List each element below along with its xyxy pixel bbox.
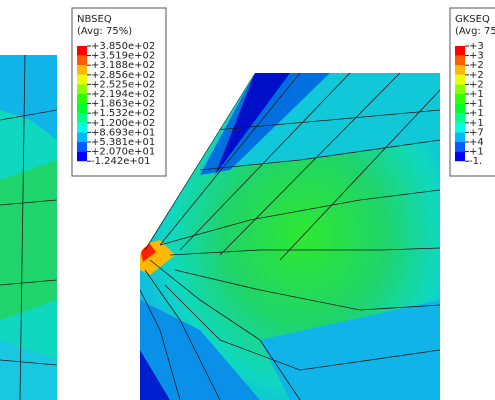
legend-label: +3 — [469, 51, 484, 62]
color-band — [77, 142, 87, 152]
legend-label: +1.863e+02 — [91, 99, 155, 110]
legend-label: +3.519e+02 — [91, 51, 155, 62]
legend-label: +1 — [469, 89, 484, 100]
color-band — [77, 132, 87, 142]
color-band — [455, 46, 465, 56]
color-band — [77, 46, 87, 56]
color-band — [77, 55, 87, 66]
color-band — [77, 84, 87, 94]
color-band — [455, 84, 465, 94]
color-band — [455, 122, 465, 133]
legend-title: NBSEQ — [77, 14, 112, 25]
legend-label: -1. — [469, 156, 482, 167]
legend-label: +3.850e+02 — [91, 41, 155, 52]
legend-label: +2.070e+01 — [91, 147, 155, 158]
legend-label: +5.381e+01 — [91, 137, 155, 148]
legend-label: +1 — [469, 108, 484, 119]
legend-label: -1.242e+01 — [91, 156, 151, 167]
legend-label: +2.856e+02 — [91, 70, 155, 81]
left-model — [0, 55, 57, 400]
color-band — [77, 74, 87, 85]
legend-label: +1.200e+02 — [91, 118, 155, 129]
center-model — [140, 73, 440, 400]
color-band — [455, 132, 465, 142]
color-band — [455, 151, 465, 162]
color-band — [455, 65, 465, 75]
legend-label: +1 — [469, 118, 484, 129]
color-band — [455, 103, 465, 114]
color-band — [77, 122, 87, 133]
color-band — [77, 65, 87, 75]
color-band — [77, 151, 87, 162]
legend-box — [71, 7, 167, 177]
legend-label: +3.188e+02 — [91, 60, 155, 71]
color-band — [77, 94, 87, 104]
legend-subtitle: (Avg: 75%) — [77, 26, 132, 37]
color-band — [455, 94, 465, 104]
color-band — [455, 74, 465, 85]
legend-label: +2 — [469, 60, 484, 71]
legend-label: +1 — [469, 147, 484, 158]
color-band — [455, 55, 465, 66]
legend-label: +1.532e+02 — [91, 108, 155, 119]
color-band — [77, 113, 87, 123]
legend-label: +2.194e+02 — [91, 89, 155, 100]
legend-left: NBSEQ(Avg: 75%) +3.850e+02+3.519e+02+3.18… — [71, 7, 167, 177]
color-band — [77, 103, 87, 114]
legend-title: GKSEQ — [455, 14, 490, 25]
legend-subtitle: (Avg: 75 — [455, 26, 495, 37]
legend-label: +3 — [469, 41, 484, 52]
legend-label: +2 — [469, 79, 484, 90]
legend-right: GKSEQ(Avg: 75+3+3+2+2+2+1+1+1+1+7+4+1-1. — [449, 7, 495, 177]
color-band — [455, 113, 465, 123]
legend-label: +4 — [469, 137, 484, 148]
legend-label: +2 — [469, 70, 484, 81]
color-band — [455, 142, 465, 152]
legend-label: +7 — [469, 127, 484, 138]
legend-label: +8.693e+01 — [91, 127, 155, 138]
legend-label: +1 — [469, 99, 484, 110]
legend-label: +2.525e+02 — [91, 79, 155, 90]
